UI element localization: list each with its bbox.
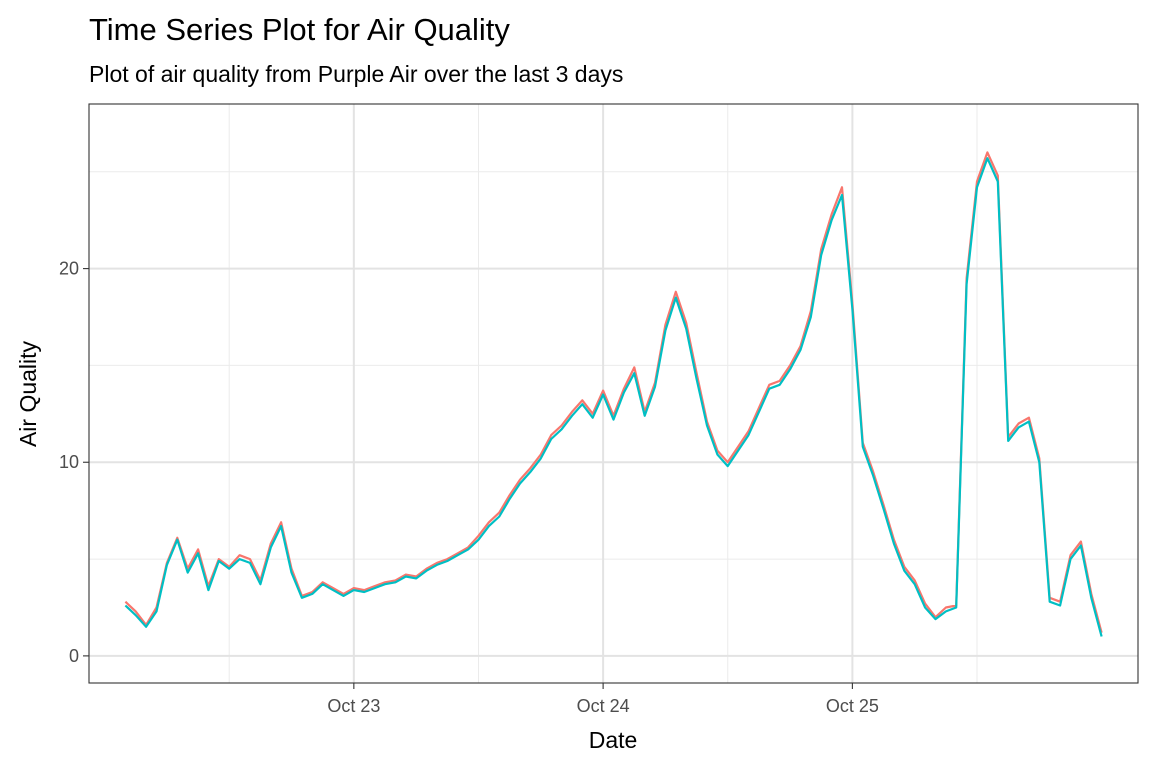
y-tick-label: 20 [59, 259, 79, 279]
series-line-2 [124, 157, 1103, 637]
x-axis: Oct 23 Oct 24 Oct 25 [327, 683, 879, 716]
series-layer [124, 151, 1103, 637]
chart-title: Time Series Plot for Air Quality [89, 12, 510, 47]
x-tick-label: Oct 23 [327, 696, 380, 716]
plot-border [88, 103, 1139, 684]
x-axis-title: Date [589, 727, 638, 753]
x-tick-label: Oct 24 [577, 696, 630, 716]
plot-background [89, 104, 1138, 683]
y-tick-label: 0 [69, 646, 79, 666]
grid-lines [89, 104, 1138, 683]
chart-subtitle: Plot of air quality from Purple Air over… [89, 61, 623, 87]
y-axis-title: Air Quality [15, 340, 41, 447]
plot-area [88, 103, 1139, 684]
y-axis: 0 10 20 [59, 259, 89, 666]
y-tick-label: 10 [59, 452, 79, 472]
x-tick-label: Oct 25 [826, 696, 879, 716]
